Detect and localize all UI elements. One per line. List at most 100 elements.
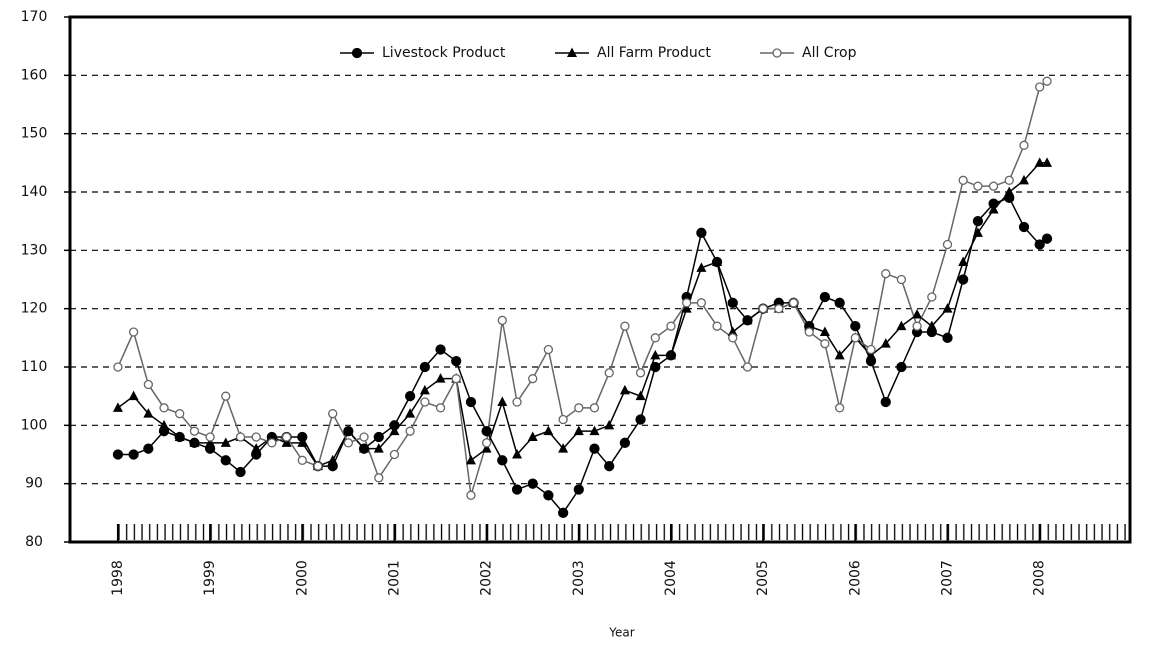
marker xyxy=(896,361,907,373)
marker xyxy=(543,490,554,501)
marker xyxy=(604,419,615,430)
marker xyxy=(972,216,984,227)
x-tick-label: 2002 xyxy=(479,560,495,596)
marker xyxy=(696,262,707,272)
marker xyxy=(1018,221,1030,233)
marker xyxy=(681,303,692,313)
marker xyxy=(266,431,277,441)
x-tick-label: 2001 xyxy=(386,560,402,596)
y-tick-label: 150 xyxy=(21,126,48,142)
marker xyxy=(175,409,185,419)
marker xyxy=(819,291,831,303)
marker xyxy=(497,455,508,466)
marker xyxy=(834,349,845,360)
marker xyxy=(942,303,953,313)
marker xyxy=(435,403,446,413)
marker xyxy=(465,454,476,465)
marker xyxy=(159,403,169,413)
marker xyxy=(281,437,292,447)
marker xyxy=(788,298,799,308)
marker xyxy=(497,315,507,325)
marker xyxy=(543,425,554,436)
marker xyxy=(343,438,354,448)
x-tick-label: 1998 xyxy=(110,560,126,596)
plot-frame xyxy=(68,15,1132,544)
legend-label: Livestock Product xyxy=(382,45,506,61)
marker xyxy=(1034,239,1045,250)
y-tick-label: 90 xyxy=(25,476,43,492)
marker xyxy=(681,298,692,308)
y-tick-label: 130 xyxy=(21,242,48,258)
marker xyxy=(297,455,307,465)
marker xyxy=(650,349,661,360)
marker xyxy=(927,292,937,302)
marker xyxy=(958,274,969,285)
marker xyxy=(251,443,262,453)
marker xyxy=(850,333,860,343)
y-tick-label: 100 xyxy=(21,417,48,433)
marker xyxy=(589,425,600,436)
marker xyxy=(543,344,554,355)
marker xyxy=(635,390,646,401)
marker xyxy=(774,304,784,314)
marker xyxy=(1035,82,1045,92)
marker xyxy=(696,227,707,238)
marker xyxy=(850,321,861,332)
marker xyxy=(1004,186,1015,196)
minor-ticks xyxy=(118,524,1126,540)
marker xyxy=(465,396,477,408)
marker xyxy=(419,361,431,373)
marker xyxy=(742,314,753,325)
marker xyxy=(926,320,937,331)
marker xyxy=(804,320,815,331)
y-tick-label: 170 xyxy=(21,9,48,25)
marker xyxy=(1019,140,1029,150)
marker xyxy=(466,490,476,500)
marker xyxy=(404,391,416,402)
marker xyxy=(112,449,124,460)
marker xyxy=(912,309,923,319)
x-tick-label: 2008 xyxy=(1032,560,1048,596)
y-tick-label: 160 xyxy=(21,67,48,83)
marker xyxy=(604,461,615,472)
marker xyxy=(604,368,614,378)
marker xyxy=(589,443,600,454)
marker xyxy=(972,227,983,237)
marker xyxy=(881,269,891,279)
marker xyxy=(281,432,292,442)
marker xyxy=(128,327,139,337)
marker xyxy=(942,239,953,250)
marker xyxy=(1034,157,1045,167)
marker xyxy=(558,414,568,425)
marker xyxy=(650,333,660,343)
marker xyxy=(527,431,538,441)
x-tick-label: 1999 xyxy=(202,560,218,596)
marker xyxy=(665,349,676,360)
marker xyxy=(558,443,569,453)
marker xyxy=(451,356,462,367)
marker xyxy=(835,403,845,413)
marker xyxy=(359,443,370,453)
legend-label: All Farm Product xyxy=(597,45,711,61)
marker xyxy=(728,333,738,343)
marker xyxy=(866,344,876,355)
marker xyxy=(727,326,738,336)
marker xyxy=(235,432,246,442)
marker xyxy=(159,419,170,430)
marker xyxy=(313,461,323,471)
plot-area xyxy=(112,76,1053,518)
marker xyxy=(619,384,630,395)
marker xyxy=(589,403,600,413)
marker xyxy=(527,478,538,489)
marker xyxy=(758,304,768,314)
marker xyxy=(988,181,999,191)
y-tick-label: 80 xyxy=(25,534,43,550)
marker xyxy=(834,297,845,308)
marker xyxy=(205,437,216,447)
legend-entries: Livestock Product All Farm Product All Cro… xyxy=(340,45,857,61)
marker xyxy=(174,431,185,441)
marker xyxy=(973,181,983,191)
marker xyxy=(620,321,630,331)
marker xyxy=(128,449,139,460)
